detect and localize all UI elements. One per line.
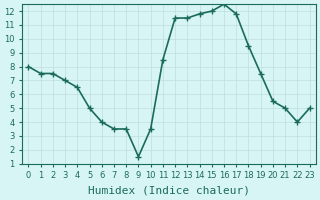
- X-axis label: Humidex (Indice chaleur): Humidex (Indice chaleur): [88, 186, 250, 196]
